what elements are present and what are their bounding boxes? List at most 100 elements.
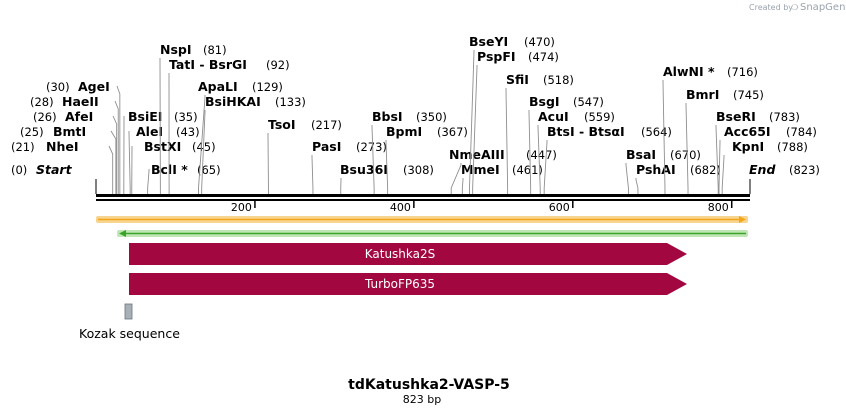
site-position: (43) bbox=[176, 125, 200, 139]
feature-katushka2s[interactable]: Katushka2S bbox=[129, 243, 687, 265]
site-name: AlwNI * bbox=[663, 64, 715, 79]
site-position: (716) bbox=[727, 65, 758, 79]
site-name: TsoI bbox=[268, 117, 296, 132]
site-position: (308) bbox=[403, 163, 434, 177]
restriction-site[interactable]: BseRI (783) bbox=[715, 109, 800, 194]
site-leader-line bbox=[116, 85, 121, 194]
feature-label-turbofp635: TurboFP635 bbox=[364, 277, 435, 291]
restriction-site[interactable]: BseYI (470) bbox=[469, 34, 555, 194]
site-position: (92) bbox=[266, 58, 290, 72]
site-position: (28) bbox=[30, 95, 54, 109]
site-leader-line bbox=[543, 140, 548, 194]
restriction-site[interactable]: BsaI (670) bbox=[625, 147, 701, 194]
site-position: (133) bbox=[275, 95, 306, 109]
site-leader-line bbox=[110, 130, 117, 194]
site-position: (273) bbox=[356, 140, 387, 154]
site-position: (474) bbox=[528, 50, 559, 64]
site-name: MmeI bbox=[461, 162, 500, 177]
restriction-site[interactable]: (21) NheI bbox=[11, 139, 114, 194]
site-leader-line bbox=[108, 145, 114, 194]
site-name: NheI bbox=[46, 139, 79, 154]
restriction-site[interactable]: BsiHKAI (133) bbox=[201, 94, 306, 194]
site-position: (129) bbox=[252, 80, 283, 94]
start-position: (0) bbox=[11, 163, 27, 177]
orf-reverse-arrowhead bbox=[119, 230, 126, 237]
restriction-site[interactable]: KpnI (788) bbox=[721, 139, 808, 194]
site-name: AleI bbox=[136, 124, 163, 139]
site-leader-line bbox=[721, 155, 725, 194]
restriction-site[interactable]: BtsI - BtsαI (564) bbox=[543, 124, 672, 194]
restriction-site[interactable]: BpmI (367) bbox=[385, 124, 468, 194]
restriction-site[interactable]: NspI (81) bbox=[159, 42, 227, 194]
feature-label-katushka2s: Katushka2S bbox=[365, 247, 436, 261]
restriction-site[interactable]: BsgI (547) bbox=[528, 94, 604, 194]
site-position: (559) bbox=[584, 110, 615, 124]
site-name: Acc65I bbox=[724, 124, 771, 139]
restriction-sites: (21) NheI(25) BmtI(26) AfeI (28) HaeII(30) Age… bbox=[11, 34, 817, 194]
restriction-site[interactable]: BbsI (350) bbox=[371, 109, 447, 194]
restriction-site[interactable]: ApaLI (129) bbox=[198, 79, 283, 194]
orf-forward-track[interactable] bbox=[96, 216, 748, 223]
feature-turbofp635[interactable]: TurboFP635 bbox=[129, 273, 687, 295]
site-position: (784) bbox=[786, 125, 817, 139]
restriction-site[interactable]: BmrI (745) bbox=[685, 87, 764, 194]
site-position: (447) bbox=[526, 148, 557, 162]
restriction-site[interactable]: NmeAIII (447) bbox=[449, 147, 557, 194]
restriction-site[interactable]: (30) AgeI bbox=[46, 79, 121, 194]
start-label: Start bbox=[36, 162, 73, 177]
site-name: BpmI bbox=[386, 124, 422, 139]
site-position: (745) bbox=[733, 88, 764, 102]
restriction-site[interactable]: Bsu36I (308) bbox=[340, 162, 434, 194]
restriction-site[interactable]: SfiI (518) bbox=[505, 72, 574, 194]
restriction-site[interactable]: TatI - BsrGI (92) bbox=[168, 57, 290, 194]
site-leader-line bbox=[505, 88, 509, 194]
end-label: End bbox=[749, 162, 776, 177]
ruler-tick-label: 200 bbox=[231, 201, 252, 214]
site-leader-line bbox=[537, 125, 541, 194]
restriction-site[interactable]: AcuI (559) bbox=[537, 109, 615, 194]
restriction-site[interactable]: PspFI (474) bbox=[472, 49, 559, 194]
site-leader-line bbox=[635, 178, 639, 194]
site-position: (30) bbox=[46, 80, 70, 94]
restriction-site[interactable]: (26) AfeI bbox=[33, 109, 118, 194]
site-leader-line bbox=[311, 155, 314, 194]
site-leader-line bbox=[114, 100, 119, 194]
restriction-site[interactable]: PshAI (682) bbox=[635, 162, 721, 194]
site-position: (564) bbox=[641, 125, 672, 139]
restriction-site[interactable]: BsiEI (35) bbox=[123, 109, 198, 194]
site-name: NspI bbox=[160, 42, 192, 57]
restriction-site[interactable]: AleI (43) bbox=[128, 124, 200, 194]
site-leader-line bbox=[385, 140, 389, 194]
feature-kozak-sequence[interactable]: Kozak sequence bbox=[79, 303, 180, 341]
site-leader-line bbox=[461, 178, 464, 194]
site-position: (783) bbox=[769, 110, 800, 124]
restriction-site[interactable]: BclI * (65) bbox=[147, 162, 221, 194]
site-leader-line bbox=[715, 125, 719, 194]
site-name: BsiEI bbox=[128, 109, 162, 124]
restriction-site[interactable]: TsoI (217) bbox=[267, 117, 342, 194]
site-position: (350) bbox=[416, 110, 447, 124]
site-leader-line bbox=[528, 110, 532, 194]
restriction-site[interactable]: (28) HaeII bbox=[30, 94, 119, 194]
credit-brand: SnapGene bbox=[800, 2, 846, 13]
site-name: BclI * bbox=[151, 162, 188, 177]
restriction-site[interactable]: AlwNI * (716) bbox=[662, 64, 758, 194]
feature-arrow-turbofp635 bbox=[129, 273, 687, 295]
restriction-site[interactable]: (25) BmtI bbox=[20, 124, 117, 194]
site-name: BstXI bbox=[144, 139, 181, 154]
site-leader-line bbox=[112, 115, 118, 194]
site-name: BsiHKAI bbox=[205, 94, 261, 109]
restriction-site[interactable]: Acc65I (784) bbox=[718, 124, 817, 194]
site-position: (670) bbox=[670, 148, 701, 162]
site-leader-line bbox=[147, 169, 150, 194]
restriction-site[interactable]: PasI (273) bbox=[311, 139, 387, 194]
backbone-strand-bottom bbox=[96, 199, 750, 201]
site-leader-line bbox=[201, 110, 206, 194]
site-leader-line bbox=[662, 80, 666, 194]
orf-reverse-track[interactable] bbox=[117, 230, 748, 237]
site-position: (547) bbox=[573, 95, 604, 109]
site-name: ApaLI bbox=[198, 79, 238, 94]
kozak-sequence-box bbox=[124, 303, 133, 320]
sequence-backbone[interactable] bbox=[96, 194, 750, 201]
site-position: (518) bbox=[543, 73, 574, 87]
